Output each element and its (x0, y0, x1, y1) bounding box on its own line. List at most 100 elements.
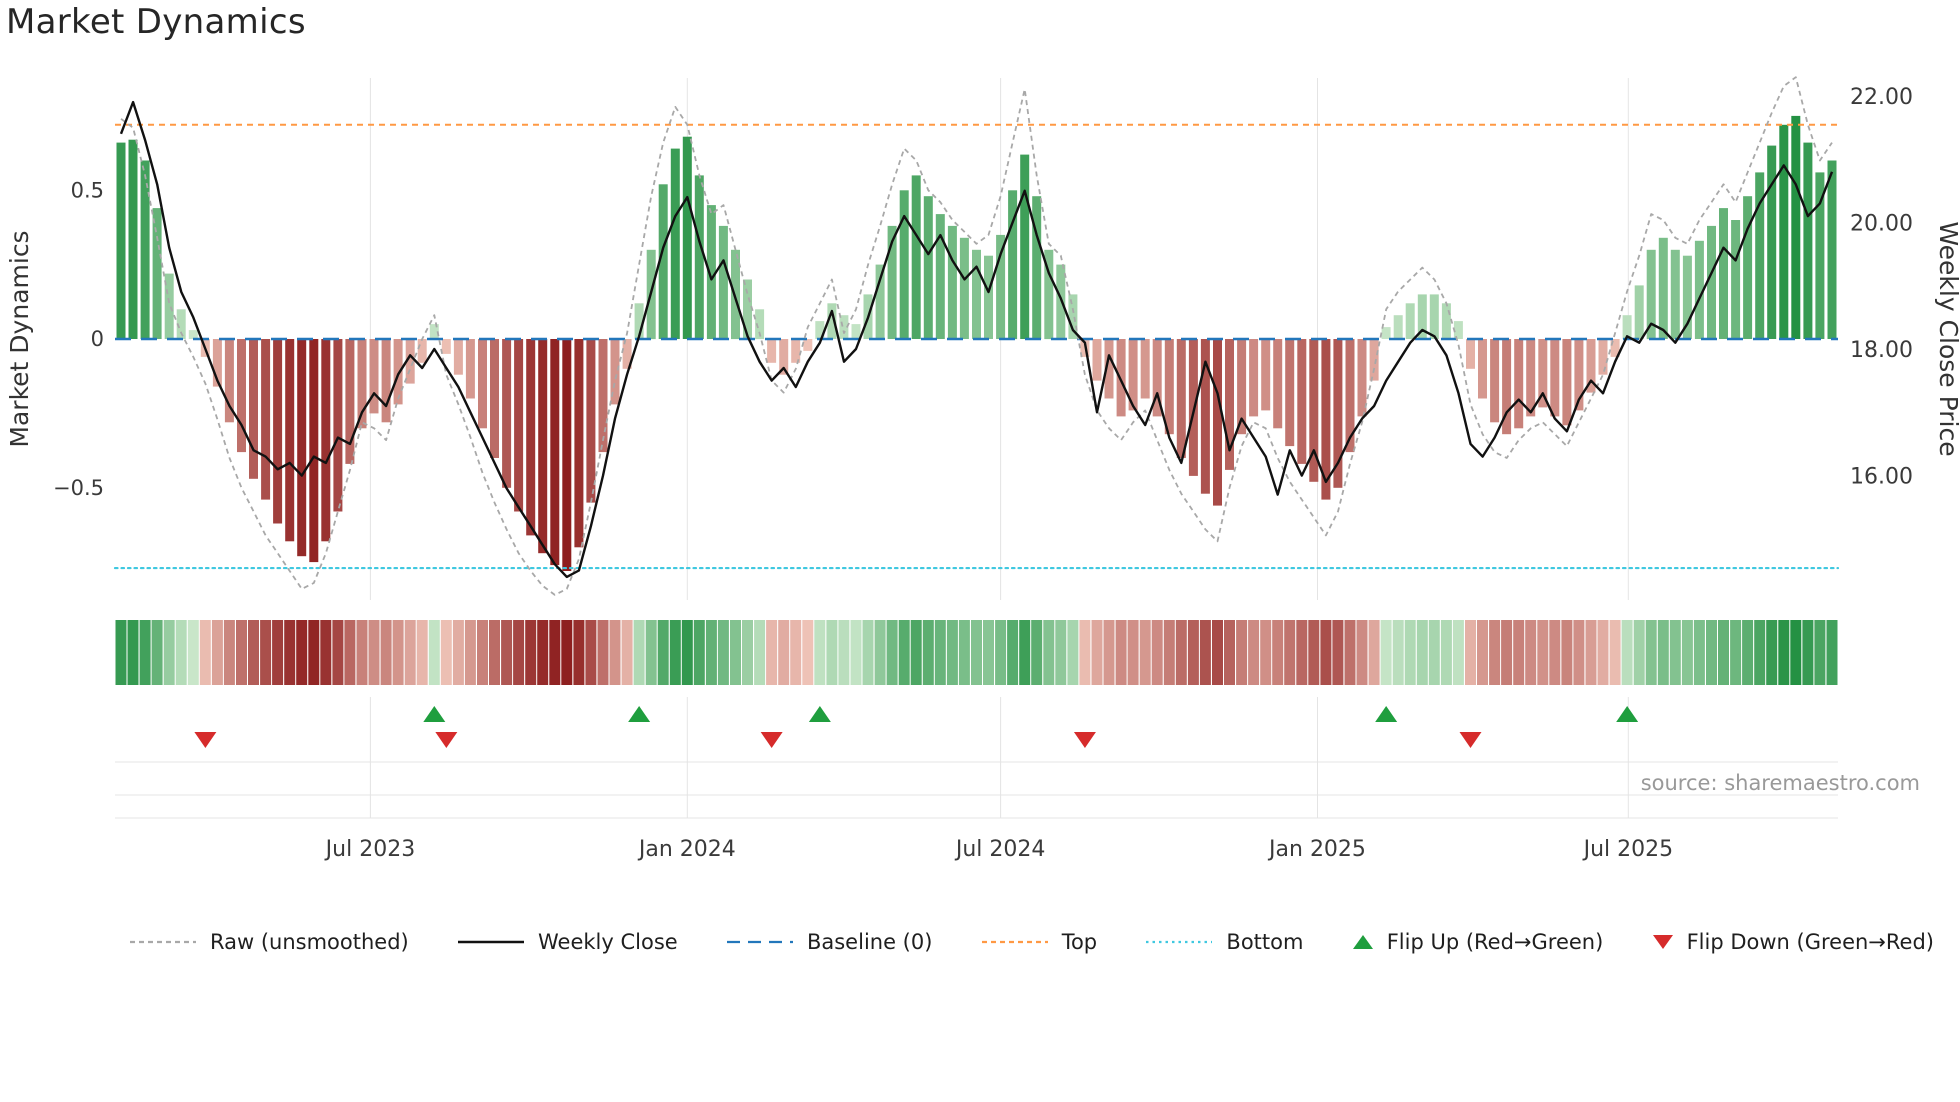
weekly-close-line (119, 100, 1834, 579)
dynamics-bar (357, 339, 367, 429)
heatmap-cell (802, 620, 814, 685)
heatmap-cell (778, 620, 790, 685)
dynamics-bar (1646, 249, 1656, 340)
dynamics-bar (369, 339, 379, 414)
dynamics-bar (1658, 237, 1668, 339)
dynamics-bar (514, 339, 524, 512)
heatmap-cell (585, 620, 597, 685)
heatmap-cell (1802, 620, 1814, 685)
heatmap-cell (1513, 620, 1525, 685)
dynamics-bar (875, 264, 885, 339)
dynamics-bar (598, 339, 608, 453)
left-axis-ticks: 0.5 0 −0.5 (53, 178, 104, 500)
heatmap-cell (1175, 620, 1187, 685)
heatmap-cell (308, 620, 320, 685)
heatmap-cell (754, 620, 766, 685)
heatmap-cell (163, 620, 175, 685)
heatmap-cell (1224, 620, 1235, 685)
heatmap-cell (1814, 620, 1826, 685)
heatmap-cell (1621, 620, 1633, 685)
heatmap-cell (1440, 620, 1452, 685)
heatmap-cell (910, 620, 922, 685)
heatmap-cell (1067, 620, 1079, 685)
dynamics-bar (574, 339, 584, 548)
dynamics-bar (116, 142, 126, 339)
dynamics-bar (1273, 339, 1283, 429)
legend-item-bottom: Bottom (1144, 930, 1303, 954)
dynamics-bar (1140, 339, 1150, 399)
heatmap-cell (633, 620, 645, 685)
dynamics-bar (188, 330, 198, 339)
heatmap-cell (1778, 620, 1790, 685)
heatmap-cell (1043, 620, 1055, 685)
dynamics-bar (1417, 294, 1427, 339)
dynamics-bar (718, 225, 728, 339)
heatmap-cell (332, 620, 344, 685)
market-dynamics-chart: 0.5 0 −0.5 22.00 20.00 18.00 16.00 Jul 2023 Jan … (5, 76, 1960, 862)
heatmap-cell (151, 620, 163, 685)
heatmap-cell (826, 620, 838, 685)
chart-legend: Raw (unsmoothed) Weekly Close Baseline (0)… (0, 916, 1960, 968)
dynamics-bar (1490, 339, 1500, 423)
dynamics-bar (1032, 196, 1042, 339)
dynamics-bar (1707, 225, 1716, 339)
dynamics-bar (429, 324, 439, 339)
heatmap-cell (477, 620, 488, 685)
heatmap-cell (416, 620, 428, 685)
dynamics-bar (1827, 160, 1837, 339)
dynamics-bar (164, 273, 174, 339)
dynamics-bar (972, 249, 981, 340)
legend-label: Baseline (0) (806, 930, 933, 954)
heatmap-cell (874, 620, 886, 685)
heatmap-strip (115, 620, 1838, 685)
heatmap-cell (814, 620, 826, 685)
heatmap-cell (344, 620, 356, 685)
dynamics-bar (1309, 339, 1319, 482)
heatmap-cell (272, 620, 284, 685)
dynamics-bar (1550, 339, 1560, 417)
heatmap-cell (573, 620, 585, 685)
heatmap-cell (850, 620, 862, 685)
dynamics-bar (1176, 339, 1186, 458)
dynamics-bar (562, 339, 572, 571)
baseline-swatch (726, 940, 793, 944)
heatmap-cell (1187, 620, 1199, 685)
heatmap-cell (1392, 620, 1404, 685)
dynamics-bar (478, 339, 487, 429)
right-tick-label: 20.00 (1850, 211, 1913, 236)
flip-up-swatch (1352, 935, 1373, 949)
heatmap-cell (1754, 620, 1766, 685)
dynamics-bar (622, 339, 632, 369)
heatmap-cell (1585, 620, 1597, 685)
heatmap-cell (1248, 620, 1260, 685)
heatmap-cell (862, 620, 874, 685)
heatmap-cell (549, 620, 561, 685)
heatmap-cell (971, 620, 982, 685)
x-tick-label: Jan 2024 (637, 837, 736, 862)
heatmap-cell (1477, 620, 1488, 685)
dynamics-bar (1200, 339, 1210, 494)
dynamics-bar (670, 148, 680, 339)
dynamics-bar (490, 339, 499, 458)
dynamics-bar (1598, 339, 1608, 375)
dynamics-bar (128, 139, 138, 339)
heatmap-cell (1597, 620, 1609, 685)
heatmap-cell (1633, 620, 1645, 685)
heatmap-cell (489, 620, 500, 685)
dynamics-bar (682, 136, 692, 339)
heatmap-cell (392, 620, 404, 685)
dynamics-bar (743, 279, 752, 339)
heatmap-cell (1826, 620, 1838, 685)
dynamics-bar (1514, 339, 1524, 429)
dynamics-bar (1719, 208, 1728, 339)
heatmap-cell (1308, 620, 1320, 685)
heatmap-cell (1163, 620, 1175, 685)
dynamics-bar (839, 315, 849, 339)
heatmap-cell (717, 620, 729, 685)
dynamics-bar (1393, 315, 1403, 339)
heatmap-cell (1019, 620, 1031, 685)
dynamics-bar (1285, 339, 1295, 447)
heatmap-cell (1260, 620, 1272, 685)
heatmap-cell (898, 620, 910, 685)
dynamics-bar (1297, 339, 1307, 464)
